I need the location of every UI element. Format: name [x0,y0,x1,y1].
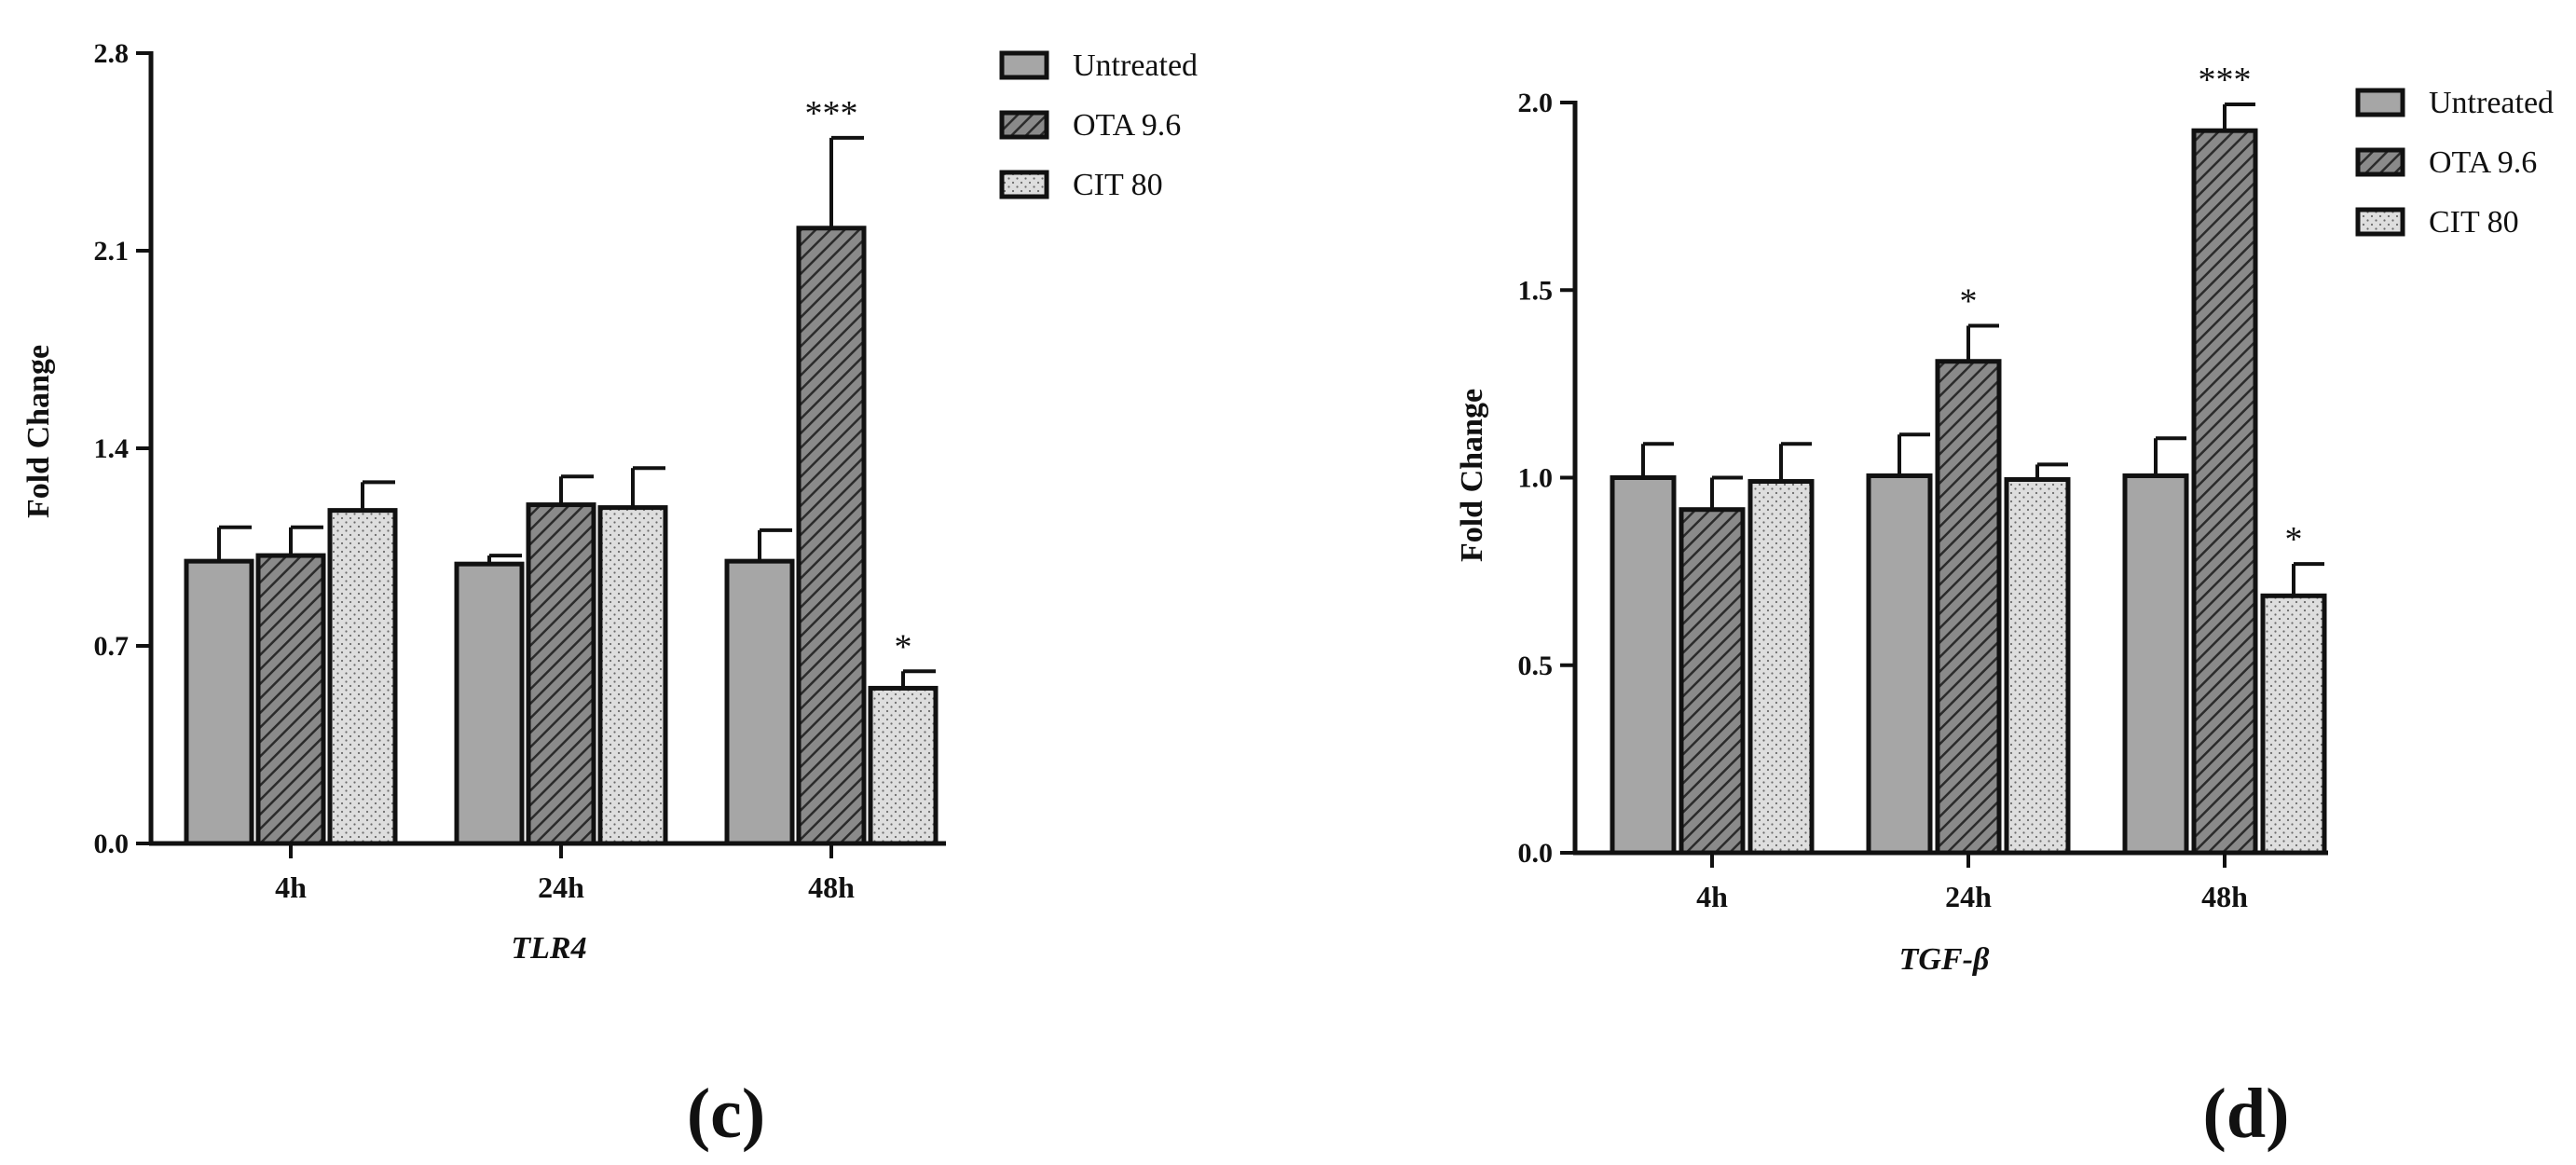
y-tick-label: 1.5 [1518,275,1554,306]
x-tick-label: 48h [2201,880,2248,913]
bar-cit-80-48h [2260,593,2327,856]
x-tick-label: 24h [538,870,584,904]
x-axis-label: TGF-β [1899,942,1990,977]
bar-untreated-48h [2122,473,2189,856]
bar-ota-9-6-24h [1935,359,2002,856]
significance-marks: **** [805,94,912,666]
x-tick-label: 48h [808,870,855,904]
x-tick-label: 4h [1696,880,1728,913]
y-axis-label: Fold Change [21,345,56,518]
bar-untreated-24h [454,561,525,846]
legend-label: CIT 80 [1073,168,1163,202]
x-tick-label: 4h [275,870,307,904]
bar-untreated-4h [1610,475,1677,856]
legend-label: Untreated [2429,86,2554,120]
significance-mark: * [1960,281,1978,321]
legend-swatch [999,110,1049,140]
significance-marks: ***** [1960,61,2303,559]
legend: Untreated OTA 9.6 CIT 80 [2355,86,2554,240]
chart-tlr4: 0.00.71.42.12.8 **** 4h 24h 48h Fold Chang… [21,38,1198,1153]
bar-ota-9-6-24h [526,502,596,846]
y-tick-label: 0.0 [1518,838,1554,869]
legend-swatch [2355,207,2405,237]
bars [1610,128,2327,856]
chart-tgf-beta: 0.00.51.01.52.0 ***** 4h 24h 48h Fold Chan… [1455,61,2554,1153]
axes [1572,101,2328,856]
bar-ota-9-6-48h [796,226,867,846]
bar-ota-9-6-4h [1679,507,1746,856]
x-tick-label: 24h [1945,880,1992,913]
error-bars [217,135,936,689]
bar-untreated-24h [1866,473,1933,856]
error-bars [1641,103,2324,596]
y-axis-ticks: 0.0 0.7 1.4 2.1 2.8 [94,38,151,859]
significance-mark: *** [2199,61,2252,100]
panel-label: (d) [2203,1075,2290,1153]
bar-cit-80-24h [597,505,668,846]
significance-mark: * [895,627,912,666]
legend-label: CIT 80 [2429,205,2519,240]
bar-cit-80-4h [327,508,398,846]
category-labels: 4h 24h 48h [1696,853,2248,913]
x-axis-label: TLR4 [511,931,586,966]
y-tick-label: 1.0 [1518,463,1554,494]
y-axis-ticks: 0.0 0.5 1.0 1.5 2.0 [1518,88,1575,869]
y-tick-label: 0.0 [94,829,130,859]
legend-label: OTA 9.6 [2429,145,2537,180]
bar-cit-80-24h [2004,477,2071,856]
y-tick-label: 0.5 [1518,651,1554,681]
significance-mark: * [2285,520,2303,559]
bar-untreated-48h [724,558,795,846]
legend-swatch [999,50,1049,80]
bar-untreated-4h [184,558,254,846]
legend-swatch [2355,147,2405,177]
legend-label: OTA 9.6 [1073,108,1181,143]
y-tick-label: 0.7 [94,631,130,662]
legend-swatch [999,170,1049,199]
bar-ota-9-6-4h [255,553,326,846]
panel-label: (c) [687,1075,765,1153]
legend-swatch [2355,88,2405,117]
legend-label: Untreated [1073,48,1198,83]
legend: Untreated OTA 9.6 CIT 80 [999,48,1198,202]
y-tick-label: 2.0 [1518,88,1554,118]
axes [148,51,946,846]
y-tick-label: 1.4 [94,433,130,464]
significance-mark: *** [805,94,858,133]
y-axis-label: Fold Change [1455,389,1489,562]
y-tick-label: 2.8 [94,38,130,69]
bar-cit-80-4h [1747,479,1815,856]
bars [184,226,939,846]
y-tick-label: 2.1 [94,236,130,267]
bar-ota-9-6-48h [2191,128,2258,856]
category-labels: 4h 24h 48h [275,843,855,904]
bar-cit-80-48h [868,685,939,846]
